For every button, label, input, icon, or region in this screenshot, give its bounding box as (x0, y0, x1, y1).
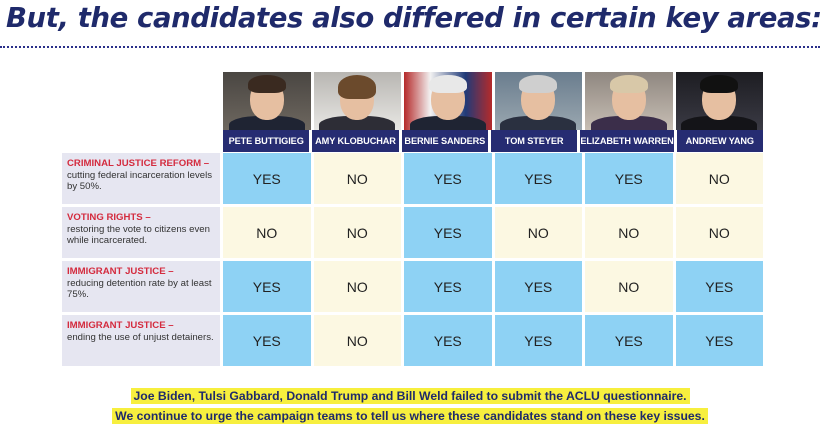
candidate-name: ELIZABETH WARREN (580, 130, 674, 152)
footer-line-1: Joe Biden, Tulsi Gabbard, Donald Trump a… (130, 388, 690, 404)
candidate-photo-steyer (494, 72, 582, 130)
candidate-photo-sanders (404, 72, 492, 130)
dotted-divider (0, 46, 820, 48)
answer-cell: YES (404, 315, 492, 366)
issue-row: IMMIGRANT JUSTICE – reducing detention r… (62, 261, 763, 312)
issue-title: IMMIGRANT JUSTICE – (67, 320, 174, 331)
candidate-name: AMY KLOBUCHAR (312, 130, 399, 152)
issues-table: CRIMINAL JUSTICE REFORM – cutting federa… (62, 153, 763, 369)
answer-cell: YES (675, 261, 763, 312)
answer-cell: NO (313, 153, 401, 204)
answer-cell: YES (404, 207, 492, 258)
answer-cell: NO (313, 261, 401, 312)
issue-title: VOTING RIGHTS – (67, 212, 151, 223)
issue-label: IMMIGRANT JUSTICE – reducing detention r… (62, 261, 220, 312)
answer-cell: NO (223, 207, 311, 258)
issue-row: CRIMINAL JUSTICE REFORM – cutting federa… (62, 153, 763, 204)
issue-description: ending the use of unjust detainers. (67, 331, 214, 343)
answer-cell: YES (494, 315, 582, 366)
issue-description: restoring the vote to citizens even whil… (67, 223, 210, 247)
candidate-name: BERNIE SANDERS (401, 130, 488, 152)
candidate-photo-klobuchar (313, 72, 401, 130)
answer-cell: YES (404, 261, 492, 312)
answer-cell: YES (404, 153, 492, 204)
footer-line-2: We continue to urge the campaign teams t… (112, 408, 708, 424)
issue-row: VOTING RIGHTS – restoring the vote to ci… (62, 207, 763, 258)
issue-label: IMMIGRANT JUSTICE – ending the use of un… (62, 315, 220, 366)
page-headline: But, the candidates also differed in cer… (6, 2, 820, 34)
answer-cell: NO (585, 261, 673, 312)
answer-cell: NO (313, 207, 401, 258)
candidate-name: PETE BUTTIGIEG (223, 130, 310, 152)
issue-title: IMMIGRANT JUSTICE – (67, 266, 174, 277)
candidate-photo-warren (585, 72, 673, 130)
issue-label: CRIMINAL JUSTICE REFORM – cutting federa… (62, 153, 220, 204)
footer-note: Joe Biden, Tulsi Gabbard, Donald Trump a… (0, 386, 820, 426)
answer-cell: NO (585, 207, 673, 258)
answer-cell: YES (675, 315, 763, 366)
answer-cell: NO (494, 207, 582, 258)
answer-cell: YES (494, 261, 582, 312)
issue-row: IMMIGRANT JUSTICE – ending the use of un… (62, 315, 763, 366)
answer-cell: YES (585, 315, 673, 366)
answer-cell: NO (675, 153, 763, 204)
answer-cell: YES (223, 315, 311, 366)
candidate-photos-row (223, 72, 763, 130)
answer-cell: YES (585, 153, 673, 204)
answer-cell: YES (494, 153, 582, 204)
answer-cell: NO (675, 207, 763, 258)
issue-title: CRIMINAL JUSTICE REFORM – (67, 158, 210, 169)
answer-cell: YES (223, 153, 311, 204)
candidate-name: ANDREW YANG (676, 130, 763, 152)
answer-cell: NO (313, 315, 401, 366)
issue-description: reducing detention rate by at least 75%. (67, 277, 212, 301)
issue-label: VOTING RIGHTS – restoring the vote to ci… (62, 207, 220, 258)
candidate-photo-yang (675, 72, 763, 130)
answer-cell: YES (223, 261, 311, 312)
candidate-name: TOM STEYER (490, 130, 578, 152)
issue-description: cutting federal incarceration levels by … (67, 169, 213, 193)
candidate-names-row: PETE BUTTIGIEG AMY KLOBUCHAR BERNIE SAND… (223, 130, 763, 152)
candidate-photo-buttigieg (223, 72, 311, 130)
